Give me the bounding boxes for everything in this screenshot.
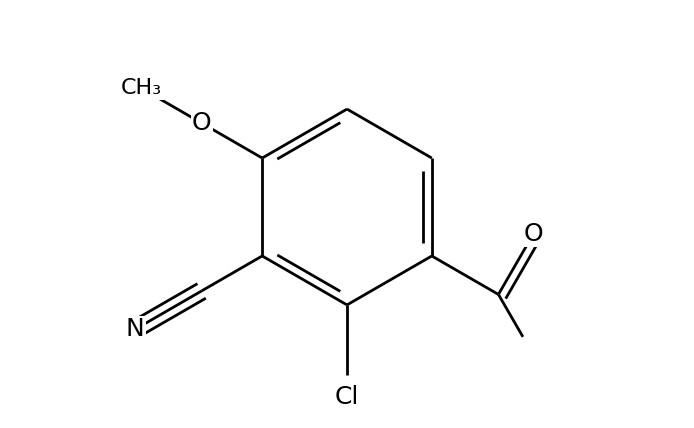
Text: O: O: [523, 222, 543, 246]
Text: O: O: [192, 111, 212, 135]
Text: Cl: Cl: [335, 385, 359, 409]
Text: N: N: [126, 318, 144, 342]
Text: CH₃: CH₃: [121, 78, 162, 98]
